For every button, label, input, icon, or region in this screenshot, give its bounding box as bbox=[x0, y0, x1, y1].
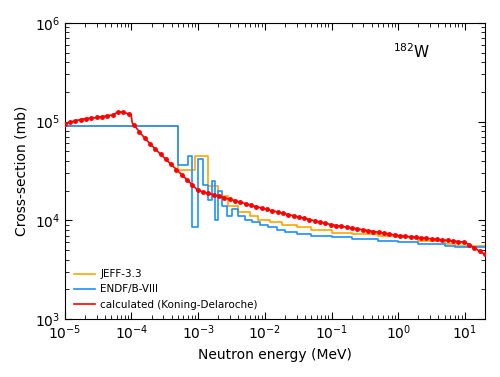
JEFF-3.3 bbox=[452, 244, 458, 248]
JEFF-3.3 bbox=[205, 184, 211, 189]
JEFF-3.3 bbox=[395, 233, 401, 238]
JEFF-3.3 bbox=[205, 153, 211, 158]
ENDF/B-VIII bbox=[375, 239, 381, 243]
JEFF-3.3 bbox=[225, 194, 231, 199]
JEFF-3.3 bbox=[247, 214, 253, 218]
JEFF-3.3 bbox=[175, 168, 181, 173]
calculated (Koning-Delaroche) bbox=[262, 207, 268, 211]
JEFF-3.3 bbox=[192, 153, 198, 158]
JEFF-3.3 bbox=[395, 235, 401, 240]
calculated (Koning-Delaroche) bbox=[118, 110, 124, 114]
JEFF-3.3 bbox=[175, 124, 181, 128]
Line: ENDF/B-VIII: ENDF/B-VIII bbox=[65, 126, 485, 247]
JEFF-3.3 bbox=[308, 225, 314, 230]
Line: JEFF-3.3: JEFF-3.3 bbox=[65, 126, 485, 246]
JEFF-3.3 bbox=[294, 225, 300, 230]
JEFF-3.3 bbox=[236, 210, 242, 215]
JEFF-3.3 bbox=[348, 230, 354, 235]
JEFF-3.3 bbox=[256, 218, 262, 222]
JEFF-3.3 bbox=[416, 235, 422, 240]
JEFF-3.3 bbox=[442, 239, 448, 243]
calculated (Koning-Delaroche) bbox=[290, 213, 296, 218]
JEFF-3.3 bbox=[256, 214, 262, 218]
JEFF-3.3 bbox=[482, 244, 488, 248]
JEFF-3.3 bbox=[236, 204, 242, 208]
X-axis label: Neutron energy (MeV): Neutron energy (MeV) bbox=[198, 348, 352, 362]
Line: calculated (Koning-Delaroche): calculated (Koning-Delaroche) bbox=[65, 112, 485, 254]
JEFF-3.3 bbox=[416, 239, 422, 243]
ENDF/B-VIII bbox=[452, 245, 458, 250]
JEFF-3.3 bbox=[279, 222, 285, 227]
calculated (Koning-Delaroche) bbox=[312, 219, 318, 223]
JEFF-3.3 bbox=[279, 220, 285, 225]
JEFF-3.3 bbox=[308, 228, 314, 232]
JEFF-3.3 bbox=[452, 241, 458, 246]
JEFF-3.3 bbox=[267, 220, 273, 225]
ENDF/B-VIII bbox=[308, 233, 314, 238]
Y-axis label: Cross-section (mb): Cross-section (mb) bbox=[15, 106, 29, 236]
JEFF-3.3 bbox=[247, 210, 253, 215]
ENDF/B-VIII bbox=[482, 245, 488, 250]
JEFF-3.3 bbox=[294, 222, 300, 227]
ENDF/B-VIII bbox=[62, 124, 68, 128]
calculated (Koning-Delaroche) bbox=[264, 207, 270, 212]
ENDF/B-VIII bbox=[209, 179, 215, 183]
JEFF-3.3 bbox=[62, 124, 68, 128]
ENDF/B-VIII bbox=[282, 230, 288, 234]
Text: $^{182}$W: $^{182}$W bbox=[392, 43, 430, 61]
ENDF/B-VIII bbox=[209, 198, 215, 202]
JEFF-3.3 bbox=[328, 228, 334, 232]
JEFF-3.3 bbox=[348, 232, 354, 237]
calculated (Koning-Delaroche) bbox=[62, 121, 68, 126]
Legend: JEFF-3.3, ENDF/B-VIII, calculated (Koning-Delaroche): JEFF-3.3, ENDF/B-VIII, calculated (Konin… bbox=[70, 265, 262, 314]
JEFF-3.3 bbox=[215, 194, 221, 199]
JEFF-3.3 bbox=[375, 232, 381, 237]
JEFF-3.3 bbox=[442, 241, 448, 246]
JEFF-3.3 bbox=[267, 218, 273, 222]
calculated (Koning-Delaroche) bbox=[482, 252, 488, 257]
ENDF/B-VIII bbox=[442, 244, 448, 248]
JEFF-3.3 bbox=[375, 233, 381, 238]
calculated (Koning-Delaroche) bbox=[407, 234, 413, 239]
JEFF-3.3 bbox=[328, 230, 334, 235]
calculated (Koning-Delaroche) bbox=[472, 247, 478, 251]
JEFF-3.3 bbox=[192, 168, 198, 173]
JEFF-3.3 bbox=[215, 184, 221, 189]
JEFF-3.3 bbox=[225, 204, 231, 208]
